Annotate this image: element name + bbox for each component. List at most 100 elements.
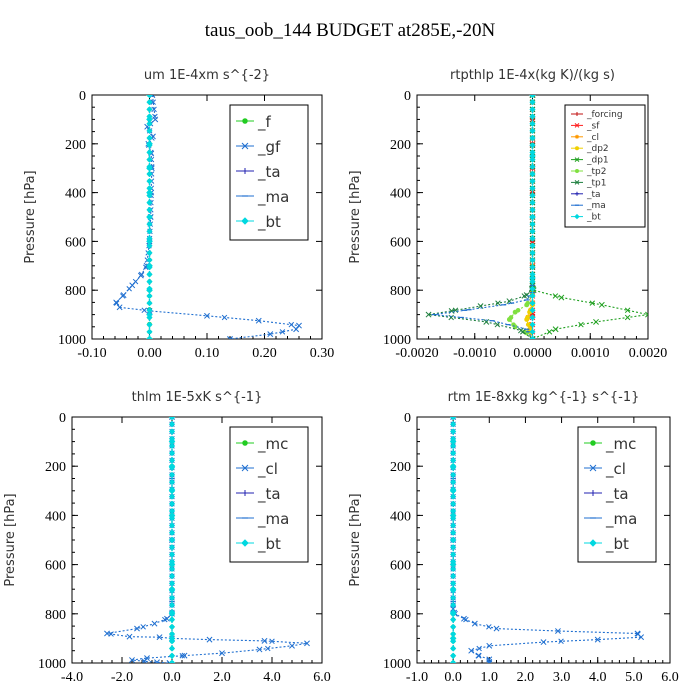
data-point: [506, 317, 512, 322]
x-tick-label: 0.00: [137, 346, 162, 361]
data-point: [529, 185, 536, 192]
data-point: [450, 602, 457, 609]
panel-title: um 1E-4xm s^{-2}: [144, 68, 270, 83]
y-tick-label: 400: [390, 187, 411, 202]
legend-marker: [575, 191, 579, 196]
legend-marker: [241, 539, 249, 547]
data-point: [529, 221, 536, 228]
data-point: [529, 249, 536, 256]
data-point: [448, 314, 454, 321]
data-point: [529, 242, 536, 249]
data-point: [168, 659, 176, 663]
data-point: [529, 99, 536, 106]
data-area: [104, 417, 310, 663]
legend-label: _cl: [605, 460, 626, 479]
legend-item: _ta: [584, 485, 629, 504]
data-point: [146, 127, 153, 134]
legend-label: _bt: [257, 213, 281, 232]
data-point: [529, 264, 536, 271]
data-point: [179, 653, 186, 659]
legend-item: _bt: [571, 213, 601, 223]
data-point: [450, 500, 457, 507]
y-tick-label: 0: [404, 411, 411, 426]
data-point: [598, 301, 605, 308]
x-tick-label: 5.0: [625, 670, 643, 685]
legend-item: _bt: [236, 535, 281, 554]
data-point: [279, 329, 286, 335]
data-point: [529, 199, 536, 206]
x-tick-label: 0.30: [310, 346, 335, 361]
data-point: [168, 479, 176, 486]
data-point: [146, 149, 153, 156]
data-point: [168, 442, 176, 450]
y-tick-label: 0: [59, 411, 66, 426]
data-point: [578, 321, 584, 328]
data-point: [486, 658, 493, 663]
data-point: [104, 630, 110, 637]
data-point: [529, 307, 536, 314]
data-point: [168, 645, 176, 652]
data-point: [289, 642, 295, 649]
y-tick-label: 800: [390, 608, 411, 623]
panel-2: rtpthlp 1E-4x(kg K)/(kg s) Pressure [hPa]…: [348, 68, 667, 361]
data-point: [304, 640, 310, 647]
data-point: [449, 417, 457, 421]
data-point: [450, 594, 457, 601]
data-point: [146, 95, 153, 99]
data-point: [168, 522, 176, 529]
data-point: [486, 624, 492, 630]
data-point: [261, 637, 268, 644]
x-tick-label: -4.0: [61, 670, 83, 685]
data-point: [151, 620, 158, 627]
data-point: [450, 417, 457, 420]
legend-marker: [242, 168, 248, 174]
data-point: [152, 116, 159, 123]
legend-label: _ta: [257, 163, 281, 182]
data-point: [146, 238, 153, 245]
data-point: [146, 311, 153, 318]
legend-marker: [589, 464, 597, 472]
data-point: [529, 256, 536, 264]
data-point: [593, 318, 599, 325]
y-tick-label: 1000: [58, 333, 86, 348]
y-axis-label: Pressure [hPa]: [3, 493, 18, 586]
data-point: [141, 658, 148, 663]
data-point: [146, 170, 153, 178]
legend-marker: [575, 134, 579, 139]
data-point: [256, 646, 263, 653]
series-line: [434, 95, 534, 339]
legend-item: _bt: [236, 213, 281, 232]
data-point: [449, 635, 457, 642]
figure-title: taus_oob_144 BUDGET at285E,-20N: [204, 20, 496, 41]
data-point: [146, 300, 153, 307]
data-point: [449, 512, 457, 519]
data-point: [450, 605, 457, 612]
data-point: [450, 442, 457, 450]
legend-label: _ta: [586, 190, 601, 200]
x-tick-label: 0.0010: [571, 346, 610, 361]
data-point: [450, 471, 457, 478]
data-point: [146, 278, 153, 285]
y-tick-label: 200: [390, 138, 411, 153]
data-point: [529, 120, 536, 127]
data-point: [529, 292, 536, 300]
x-tick-label: -0.10: [77, 346, 106, 361]
data-point: [168, 471, 176, 478]
y-tick-label: 800: [45, 608, 66, 623]
legend-item: _ta: [571, 190, 601, 200]
data-area: [113, 95, 302, 339]
legend-label: _dp1: [586, 156, 609, 166]
legend-item: _dp2: [571, 144, 609, 154]
data-point: [493, 625, 500, 632]
legend-item: _dp1: [571, 156, 609, 166]
legend-item: _ta: [236, 485, 281, 504]
data-point: [450, 479, 457, 486]
panel-title: thlm 1E-5xK s^{-1}: [132, 390, 263, 405]
legend-marker: [575, 146, 579, 151]
data-point: [296, 322, 302, 329]
data-point: [529, 95, 536, 98]
legend-label: _ta: [257, 485, 281, 504]
data-point: [288, 321, 295, 328]
data-point: [168, 450, 176, 457]
data-point: [146, 189, 153, 196]
